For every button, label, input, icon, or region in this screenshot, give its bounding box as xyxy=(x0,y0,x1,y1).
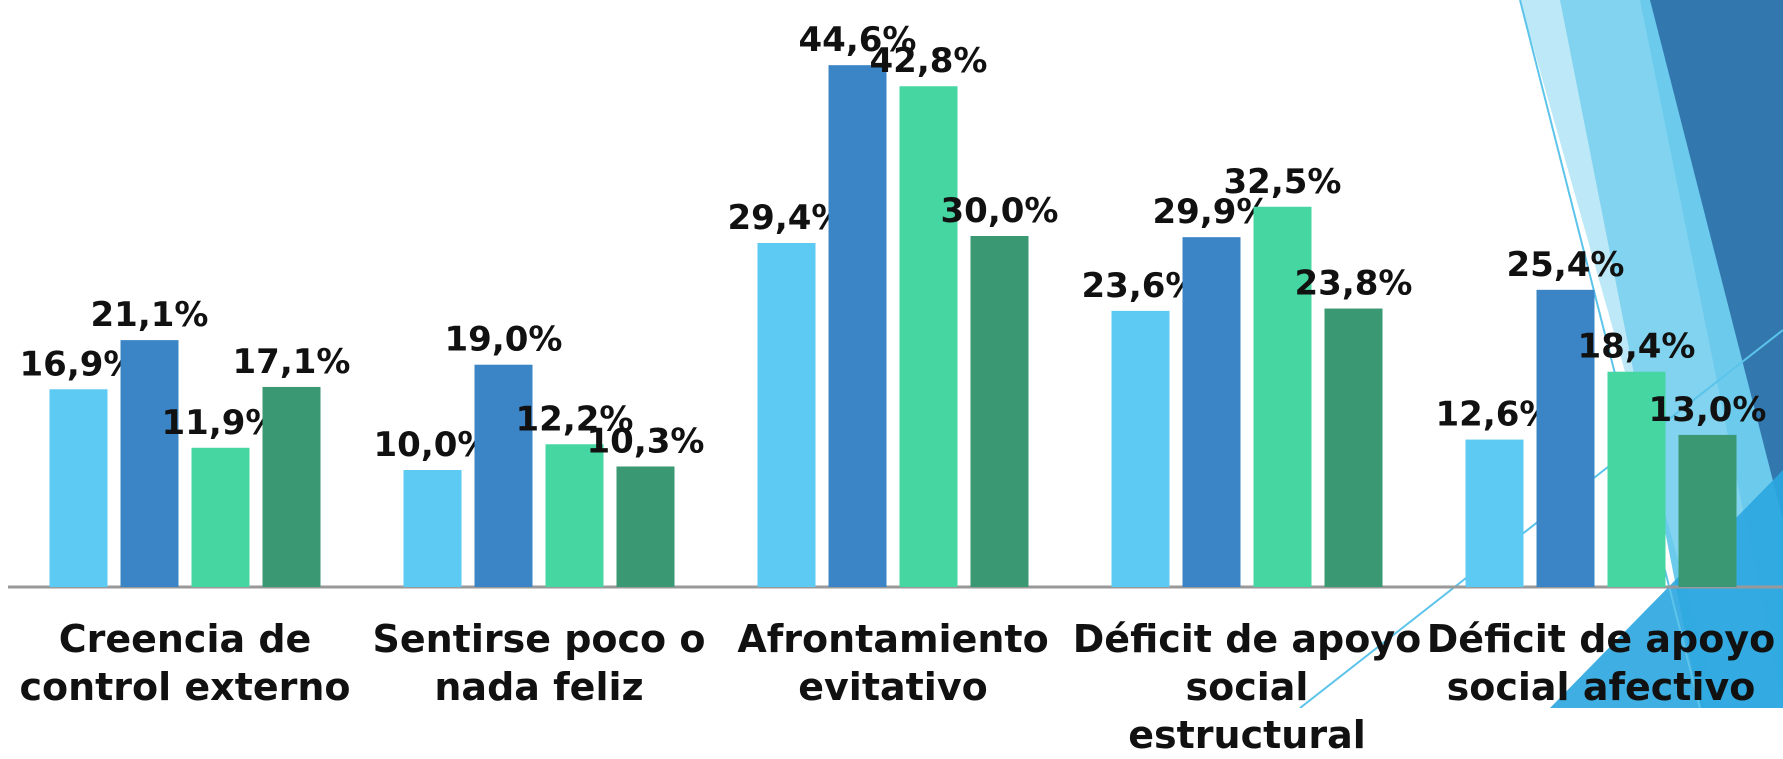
bar xyxy=(828,65,887,588)
value-label: 11,9% xyxy=(162,403,280,443)
chart: 16,9% 21,1% 11,9% 17,1% 10,0% 19,0% 12,2%10,3%… xyxy=(8,0,1783,708)
bar xyxy=(1182,237,1241,588)
bar xyxy=(49,389,108,587)
value-label: 32,5% xyxy=(1224,162,1342,202)
category-label: Afrontamiento evitativo xyxy=(737,617,1049,709)
bar xyxy=(1678,434,1737,587)
value-label: 21,1% xyxy=(91,295,209,335)
bar xyxy=(545,444,604,587)
value-label: 10,3% xyxy=(587,421,705,461)
value-label: 30,0% xyxy=(941,191,1059,231)
value-label: 44,6% xyxy=(799,20,917,60)
category-label: Sentirse poco o nada feliz xyxy=(372,617,706,709)
value-label: 23,6% xyxy=(1082,266,1200,306)
value-label: 23,8% xyxy=(1295,264,1413,304)
bar xyxy=(262,386,321,587)
bar xyxy=(403,470,462,587)
category-label: Déficit de apoyo social estructural xyxy=(1072,617,1422,757)
bar xyxy=(757,243,816,587)
value-label: 10,0% xyxy=(374,425,492,465)
value-label: 29,4% xyxy=(728,198,846,238)
bar xyxy=(1111,310,1170,587)
bar xyxy=(1253,206,1312,587)
bar xyxy=(970,236,1029,587)
bar xyxy=(1607,371,1666,587)
bar xyxy=(616,466,675,587)
bar xyxy=(120,340,179,587)
bar xyxy=(899,86,958,588)
value-label: 16,9% xyxy=(20,344,138,384)
bar xyxy=(474,364,533,587)
value-label: 13,0% xyxy=(1649,390,1767,430)
value-label: 12,6% xyxy=(1436,395,1554,435)
bar xyxy=(1324,308,1383,587)
value-label: 29,9% xyxy=(1153,192,1271,232)
category-label: Déficit de apoyo social afectivo xyxy=(1426,617,1776,709)
value-label: 17,1% xyxy=(233,342,351,382)
bar xyxy=(1536,289,1595,587)
bar xyxy=(1465,439,1524,587)
value-label: 19,0% xyxy=(445,320,563,360)
category-label: Creencia de control externo xyxy=(19,617,351,709)
value-label: 18,4% xyxy=(1578,327,1696,367)
bar xyxy=(191,447,250,587)
slide: 16,9% 21,1% 11,9% 17,1% 10,0% 19,0% 12,2% 10,3%… xyxy=(8,0,1783,757)
value-label: 12,2% xyxy=(516,399,634,439)
value-label: 42,8% xyxy=(870,41,988,81)
value-label: 25,4% xyxy=(1507,245,1625,285)
